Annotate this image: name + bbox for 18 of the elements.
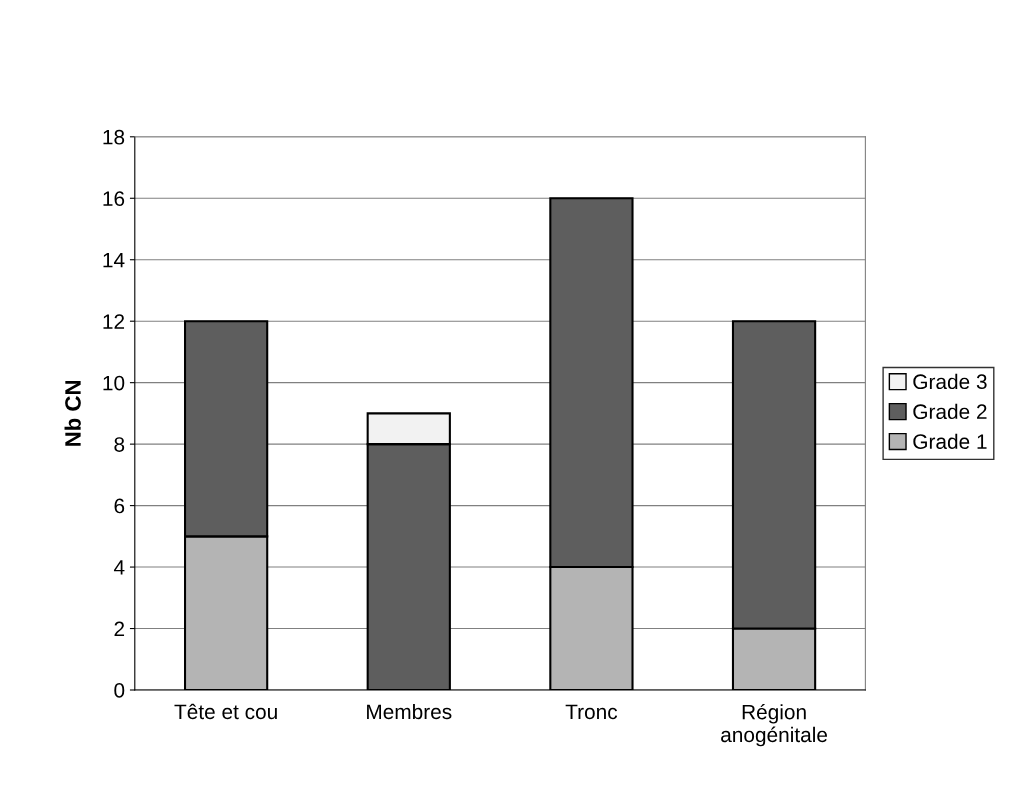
y-tick-label: 8 bbox=[114, 437, 125, 452]
y-tick-label: 0 bbox=[114, 683, 125, 698]
y-tick-label: 16 bbox=[103, 191, 125, 207]
y-tick-label: 12 bbox=[103, 314, 125, 329]
x-tick-label: Région anogénitale bbox=[721, 703, 828, 747]
y-tick-label: 18 bbox=[103, 129, 125, 145]
x-tick-label: Tête et cou bbox=[174, 703, 277, 720]
legend-label: Grade 2 bbox=[913, 403, 987, 420]
legend-label: Grade 3 bbox=[913, 373, 987, 390]
y-tick-label: 6 bbox=[114, 498, 125, 514]
y-tick-label: 2 bbox=[114, 621, 125, 637]
legend-label: Grade 1 bbox=[913, 433, 987, 449]
x-tick-label: Tronc bbox=[565, 704, 618, 720]
y-axis-title: Nb CN bbox=[64, 380, 81, 446]
y-tick-label: 4 bbox=[113, 560, 125, 575]
y-tick-label: 10 bbox=[103, 375, 125, 391]
y-tick-label: 14 bbox=[103, 252, 125, 268]
x-tick-label: Membres bbox=[367, 703, 452, 720]
